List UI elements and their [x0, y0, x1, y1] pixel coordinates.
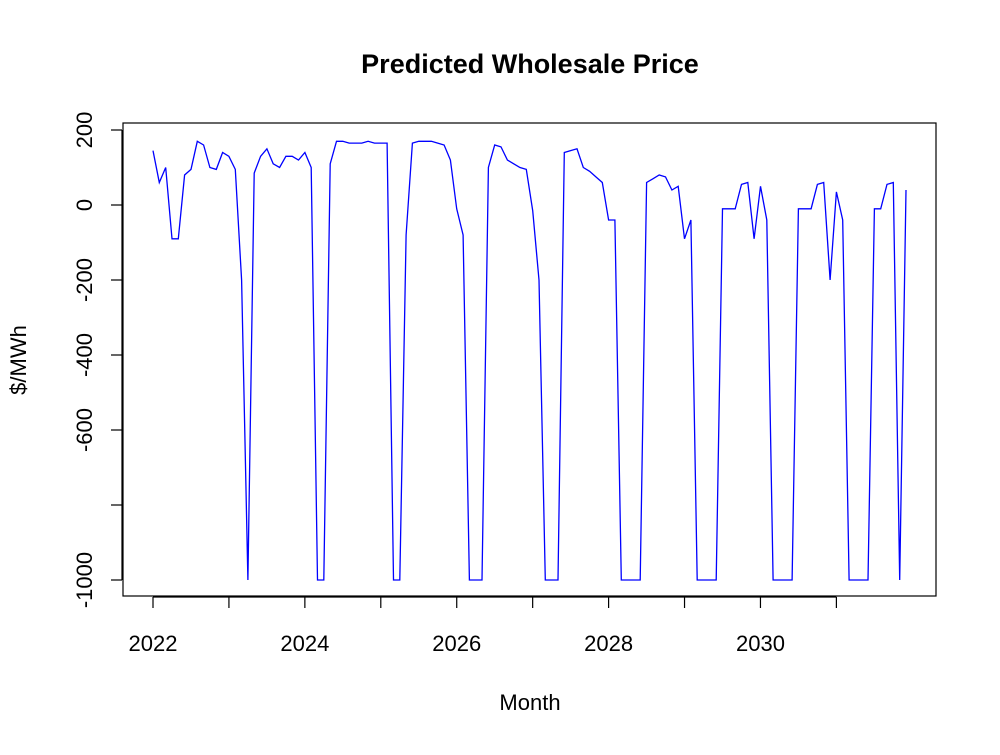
series-layer	[152, 140, 907, 581]
y-tick-label: -600	[72, 408, 97, 452]
plot-frame	[122, 122, 937, 597]
y-tick-label: -1000	[72, 552, 97, 608]
y-axis: -1000 -600 -400 -200 0 200	[72, 112, 123, 608]
y-tick-label: -200	[72, 258, 97, 302]
x-axis-label: Month	[499, 690, 560, 715]
y-axis-label: $/MWh	[6, 325, 31, 395]
y-tick-label: 200	[72, 112, 97, 149]
x-tick-label: 2024	[280, 631, 329, 656]
x-tick-label: 2026	[432, 631, 481, 656]
chart-title: Predicted Wholesale Price	[361, 49, 699, 79]
x-tick-label: 2028	[584, 631, 633, 656]
price-series-line	[152, 140, 907, 581]
x-tick-label: 2022	[129, 631, 178, 656]
x-tick-label: 2030	[736, 631, 785, 656]
y-tick-label: -400	[72, 333, 97, 377]
x-axis: 2022 2024 2026 2028 2030	[129, 596, 837, 656]
y-tick-label: 0	[72, 199, 97, 211]
